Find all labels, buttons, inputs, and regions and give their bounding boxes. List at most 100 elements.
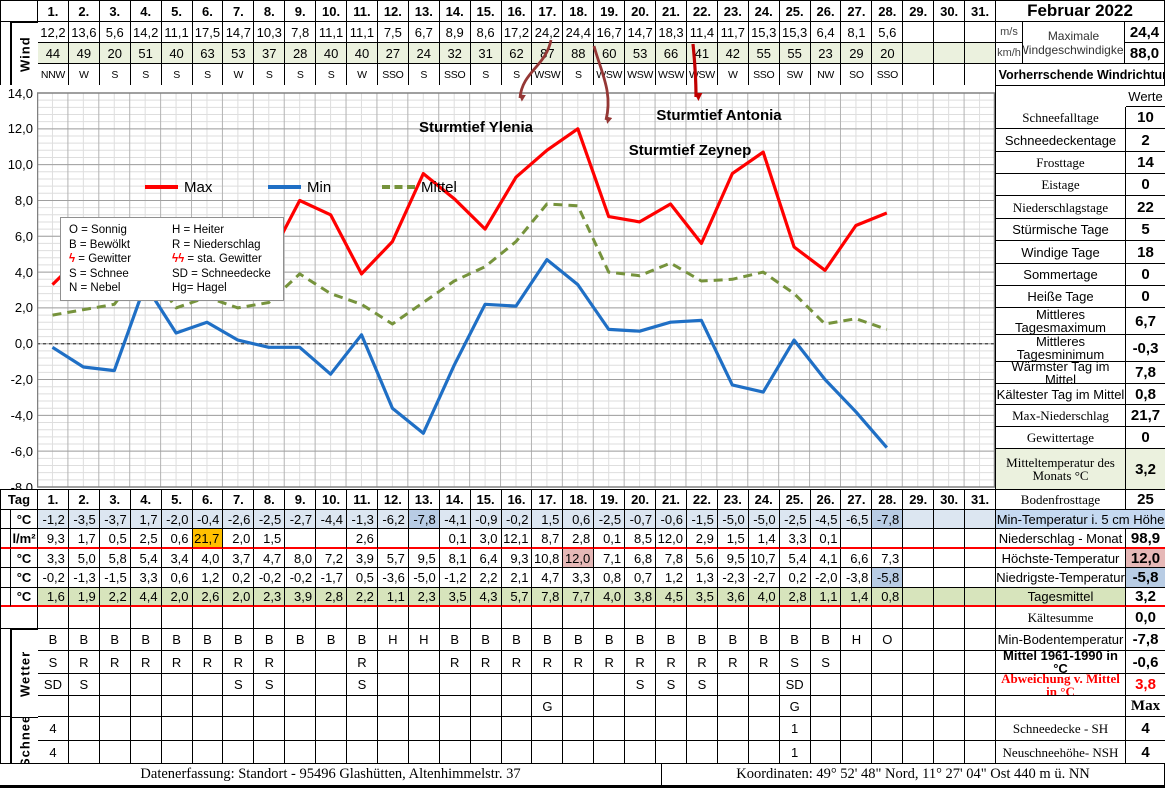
stat-value-wärmster-tag-im-mittel[interactable]: 7,8 (1126, 362, 1165, 384)
weather-code-cell[interactable]: B (532, 629, 564, 651)
weather-code-cell[interactable]: B (656, 629, 687, 651)
daily-tmin-cell[interactable] (965, 568, 996, 588)
weather-code-cell[interactable]: B (779, 629, 811, 651)
weather-code-cell[interactable]: B (625, 629, 657, 651)
wind-speed-ms-cell[interactable]: 8,6 (470, 22, 502, 43)
wind-speed-kmh-cell[interactable]: 87 (532, 43, 564, 64)
weather-code-cell[interactable] (965, 696, 996, 717)
daily-rain-cell[interactable] (377, 529, 409, 549)
daily-tmax-cell[interactable]: 6,6 (841, 549, 873, 568)
day-header-cell[interactable]: 27. (841, 490, 873, 510)
day-header-cell[interactable]: 21. (656, 490, 687, 510)
weather-code-cell[interactable] (38, 696, 69, 717)
daily-tmean-cell[interactable]: 3,9 (285, 588, 317, 607)
snow-depth-cell[interactable] (686, 741, 718, 764)
daily-tmin-cell[interactable]: 0,2 (223, 568, 255, 588)
daily-min5cm-cell[interactable]: 1,5 (532, 510, 564, 529)
day-header-cell[interactable]: 14. (439, 490, 471, 510)
day-header-cell[interactable]: 29. (903, 490, 935, 510)
wind-speed-ms-cell[interactable]: 24,4 (563, 22, 595, 43)
wind-direction-cell[interactable]: WSW (625, 64, 657, 86)
wind-speed-kmh-cell[interactable]: 24 (408, 43, 440, 64)
day-header-cell[interactable]: 2. (68, 490, 100, 510)
empty-cell[interactable] (99, 607, 131, 629)
stat-value-niederschlagstage[interactable]: 22 (1126, 196, 1165, 219)
wind-direction-cell[interactable]: SSO (872, 64, 904, 86)
snow-depth-cell[interactable] (934, 717, 966, 741)
daily-tmin-cell[interactable]: 2,2 (470, 568, 502, 588)
weather-code-cell[interactable]: B (192, 629, 224, 651)
daily-tmin-cell[interactable]: 0,2 (779, 568, 811, 588)
day-header-cell[interactable]: 14. (439, 1, 471, 22)
daily-tmean-cell[interactable]: 2,8 (316, 588, 348, 607)
wind-speed-ms-cell[interactable]: 17,5 (192, 22, 224, 43)
snow-depth-cell[interactable] (594, 741, 626, 764)
empty-cell[interactable] (316, 607, 348, 629)
snow-depth-cell[interactable]: 1 (779, 741, 811, 764)
daily-rain-cell[interactable]: 12,0 (656, 529, 687, 549)
weather-code-cell[interactable]: S (625, 674, 657, 696)
empty-cell[interactable] (68, 607, 100, 629)
snow-depth-cell[interactable] (130, 717, 162, 741)
empty-cell[interactable] (625, 607, 657, 629)
daily-tmin-cell[interactable] (903, 568, 935, 588)
wind-speed-ms-cell[interactable] (965, 22, 996, 43)
daily-rain-cell[interactable]: 1,7 (68, 529, 100, 549)
weather-code-cell[interactable]: R (594, 651, 626, 674)
stat-value-gewittertage[interactable]: 0 (1126, 427, 1165, 449)
wind-speed-kmh-cell[interactable]: 40 (161, 43, 193, 64)
snow-depth-cell[interactable] (563, 741, 595, 764)
daily-tmax-cell[interactable]: 5,4 (130, 549, 162, 568)
wind-speed-ms-cell[interactable]: 5,6 (99, 22, 131, 43)
daily-min5cm-cell[interactable]: -7,8 (872, 510, 904, 529)
empty-cell[interactable] (38, 607, 69, 629)
empty-cell[interactable] (192, 607, 224, 629)
weather-code-cell[interactable]: B (161, 629, 193, 651)
wind-direction-cell[interactable]: W (347, 64, 378, 86)
weather-code-cell[interactable]: B (223, 629, 255, 651)
weather-code-cell[interactable]: B (470, 629, 502, 651)
daily-min5cm-cell[interactable]: 0,6 (563, 510, 595, 529)
weather-code-cell[interactable] (192, 696, 224, 717)
weather-code-cell[interactable]: S (779, 651, 811, 674)
daily-tmax-cell[interactable]: 5,4 (779, 549, 811, 568)
daily-rain-cell[interactable] (841, 529, 873, 549)
weather-code-cell[interactable]: R (748, 651, 780, 674)
empty-cell[interactable] (686, 607, 718, 629)
wind-direction-cell[interactable]: WSW (656, 64, 687, 86)
empty-cell[interactable] (717, 607, 749, 629)
day-header-cell[interactable]: 1. (38, 490, 69, 510)
day-header-cell[interactable]: 30. (934, 1, 966, 22)
weather-code-cell[interactable]: R (532, 651, 564, 674)
daily-tmin-cell[interactable]: 3,3 (563, 568, 595, 588)
empty-cell[interactable] (470, 607, 502, 629)
daily-tmin-cell[interactable]: 4,7 (532, 568, 564, 588)
weather-code-cell[interactable] (717, 674, 749, 696)
wind-direction-cell[interactable]: S (285, 64, 317, 86)
daily-tmax-cell[interactable]: 5,8 (99, 549, 131, 568)
daily-rain-cell[interactable]: 2,8 (563, 529, 595, 549)
daily-min5cm-cell[interactable]: -1,2 (38, 510, 69, 529)
snow-depth-cell[interactable] (439, 741, 471, 764)
daily-tmax-cell[interactable]: 7,2 (316, 549, 348, 568)
weather-code-cell[interactable]: B (717, 629, 749, 651)
daily-tmean-cell[interactable]: 1,4 (841, 588, 873, 607)
daily-tmean-cell[interactable]: 3,8 (625, 588, 657, 607)
snow-depth-cell[interactable] (686, 717, 718, 741)
snow-depth-cell[interactable] (470, 741, 502, 764)
day-header-cell[interactable]: 16. (501, 1, 533, 22)
weather-code-cell[interactable] (594, 674, 626, 696)
wind-speed-kmh-cell[interactable]: 40 (316, 43, 348, 64)
daily-tmin-cell[interactable]: 2,1 (501, 568, 533, 588)
weather-code-cell[interactable]: R (717, 651, 749, 674)
daily-tmin-cell[interactable]: 3,3 (130, 568, 162, 588)
weather-code-cell[interactable]: R (254, 651, 286, 674)
daily-rain-cell[interactable]: 21,7 (192, 529, 224, 549)
snow-depth-cell[interactable] (532, 717, 564, 741)
wind-direction-cell[interactable]: S (254, 64, 286, 86)
wind-speed-kmh-cell[interactable]: 28 (285, 43, 317, 64)
daily-tmean-cell[interactable]: 1,6 (38, 588, 69, 607)
wind-speed-ms-cell[interactable]: 17,2 (501, 22, 533, 43)
wind-direction-cell[interactable]: S (192, 64, 224, 86)
wind-speed-kmh-cell[interactable]: 60 (594, 43, 626, 64)
